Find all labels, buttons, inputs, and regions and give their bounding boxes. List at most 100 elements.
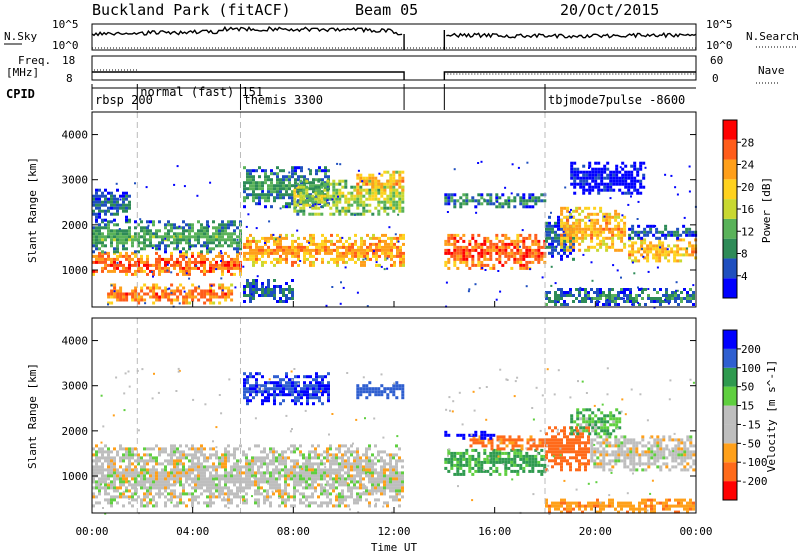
power-cell-5 [252, 169, 255, 173]
vel-cell-0 [359, 492, 362, 496]
power-cell-2 [239, 238, 242, 242]
vel-cell-0 [272, 462, 275, 466]
vel-cell-0 [374, 504, 377, 508]
power-cell-2 [182, 229, 185, 233]
power-cell-9 [474, 242, 478, 246]
vel-cell-0 [305, 480, 308, 484]
vel-cell-0 [131, 471, 134, 475]
power-cell-4 [285, 236, 288, 240]
power-cell-1 [131, 298, 135, 302]
vel-cell-0 [152, 447, 155, 451]
vel-cell-1 [249, 384, 252, 388]
power-cell-6 [395, 206, 399, 210]
power-cell-6 [323, 194, 327, 198]
power-cell-4 [390, 239, 393, 243]
power-cell-16 [609, 188, 613, 192]
power-cell-4 [312, 260, 315, 264]
vel-cell-0 [350, 477, 353, 481]
power-cell-12 [590, 230, 594, 234]
vel-cell-0 [269, 471, 272, 475]
power-cell-2 [170, 235, 173, 239]
power-cell-16 [612, 173, 616, 177]
power-cell-12 [578, 221, 582, 225]
power-cell-12 [620, 248, 624, 252]
vel-cell-0 [209, 465, 212, 469]
power-cell-2 [95, 235, 98, 239]
vel-cell-0 [293, 474, 296, 478]
vel-cell-0 [254, 474, 257, 478]
vel-cell-2 [380, 390, 384, 394]
power-cell-12 [620, 230, 624, 234]
power-cell-4 [354, 251, 357, 255]
vel-cell-0 [176, 477, 179, 481]
power-cell-3 [116, 206, 119, 210]
vel-cell-0 [155, 480, 158, 484]
vel-cell-0 [302, 474, 305, 478]
vel-cell-0 [92, 453, 95, 457]
vel-cell-0 [95, 453, 98, 457]
vel-cell-3 [477, 463, 481, 467]
vel-cell-0 [143, 465, 146, 469]
power-cell-6 [347, 191, 351, 195]
vel-cell-0 [263, 480, 266, 484]
vel-cell-0 [110, 498, 113, 502]
vel-cell-0 [335, 474, 338, 478]
power-cell-7 [371, 173, 375, 177]
power-cell-12 [581, 227, 585, 231]
power-cell-6 [383, 209, 387, 213]
vel-cell-0 [284, 471, 287, 475]
vel-cell-0 [140, 459, 143, 463]
power-cell-15 [631, 230, 635, 234]
power-cell-5 [291, 202, 294, 206]
vel-cell-0 [284, 498, 287, 502]
power-cell-4 [315, 257, 318, 261]
vel-cell-0 [98, 483, 101, 487]
vel-cell-0 [272, 480, 275, 484]
power-cell-9 [474, 263, 478, 267]
vel-cell-0 [263, 474, 266, 478]
power-cell-11 [554, 230, 557, 234]
power-cell-13 [554, 297, 557, 300]
power-cell-7 [356, 176, 360, 180]
power-cell-8 [246, 279, 249, 282]
vel-cell-0 [383, 480, 386, 484]
vel-cell-0 [149, 498, 152, 502]
power-cell-10 [528, 205, 532, 209]
power-noise-point [664, 298, 667, 301]
power-cell-4 [396, 245, 399, 249]
power-cell-6 [323, 197, 327, 201]
power-cell-5 [276, 166, 279, 170]
power-noise-point [675, 289, 678, 292]
power-cell-15 [655, 230, 659, 234]
power-cell-14 [664, 256, 668, 260]
vel-cell-1 [264, 399, 267, 403]
power-cell-6 [344, 200, 348, 204]
power-cell-5 [291, 175, 294, 179]
vel-cell-1 [303, 384, 306, 388]
vel-cell-0 [227, 477, 230, 481]
vel-cell-0 [308, 450, 311, 454]
vel-cell-0 [305, 486, 308, 490]
vel-cell-0 [317, 465, 320, 469]
power-cell-4 [246, 242, 249, 246]
power-cell-6 [305, 203, 309, 207]
power-cell-11 [551, 242, 554, 246]
vel-cell-1 [267, 390, 270, 394]
power-cell-6 [338, 212, 342, 216]
vel-cell-0 [371, 462, 374, 466]
power-cell-10 [498, 202, 502, 206]
power-cell-12 [599, 242, 603, 246]
power-noise-point [674, 186, 677, 189]
power-cell-13 [587, 297, 590, 300]
vel-cell-0 [365, 465, 368, 469]
power-cell-5 [291, 193, 294, 197]
vel-cell-0 [356, 492, 359, 496]
power-cell-1 [137, 295, 141, 299]
power-cell-2 [119, 232, 122, 236]
power-cell-2 [134, 235, 137, 239]
power-cell-1 [164, 286, 168, 290]
power-cell-3 [98, 215, 101, 219]
power-cell-2 [179, 241, 182, 245]
vel-cell-0 [149, 468, 152, 472]
power-cell-6 [398, 191, 402, 195]
